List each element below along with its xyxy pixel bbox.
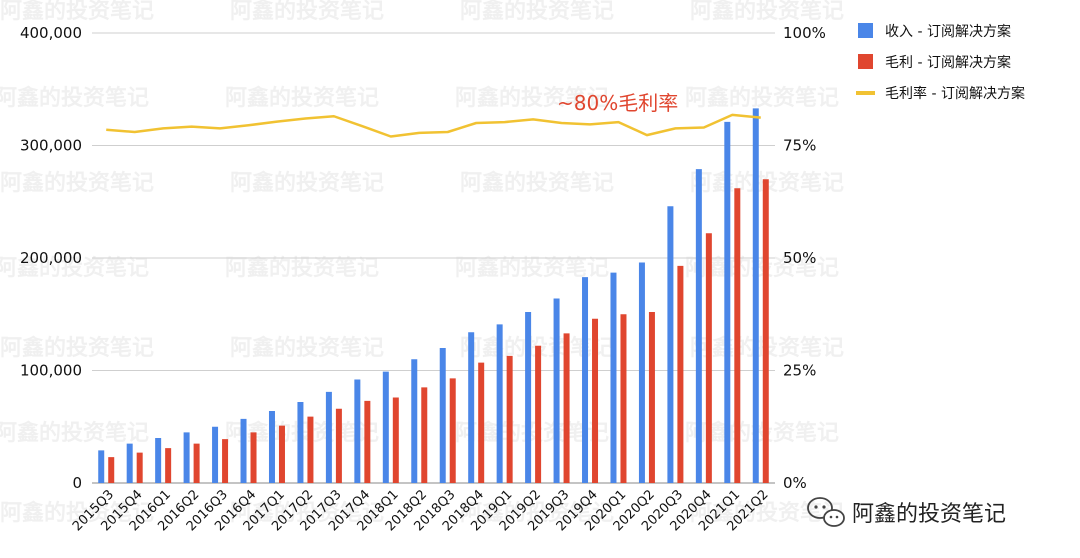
gross-profit-bar: [535, 345, 542, 483]
watermark-text: 阿鑫的投资笔记: [225, 85, 379, 111]
y-tick-left: 400,000: [20, 24, 82, 42]
legend-swatch: [858, 23, 873, 38]
watermark-text: 阿鑫的投资笔记: [0, 0, 154, 24]
y-tick-left: 300,000: [20, 137, 82, 155]
watermark-text: 阿鑫的投资笔记: [0, 170, 154, 196]
watermark-text: 阿鑫的投资笔记: [230, 170, 384, 196]
revenue-bar: [496, 324, 503, 483]
revenue-bar: [354, 379, 361, 483]
legend-swatch: [858, 54, 873, 69]
revenue-bar: [268, 411, 275, 483]
gross-profit-bar: [620, 314, 627, 483]
y-tick-right: 75%: [783, 137, 816, 155]
revenue-bar: [98, 450, 105, 483]
gross-profit-bar: [392, 397, 399, 483]
revenue-bar: [297, 402, 304, 483]
watermark-text: 阿鑫的投资笔记: [0, 420, 149, 446]
revenue-bar: [240, 418, 247, 483]
y-tick-right: 50%: [783, 249, 816, 267]
watermark-text: 阿鑫的投资笔记: [225, 255, 379, 281]
gross-profit-bar: [307, 416, 314, 483]
watermark-text: 阿鑫的投资笔记: [230, 500, 384, 526]
margin-annotation: ~80%毛利率: [557, 91, 678, 115]
y-tick-left: 200,000: [20, 249, 82, 267]
gridlines: [92, 32, 775, 484]
gross-profit-bar: [364, 400, 371, 483]
gross-profit-bar: [335, 408, 342, 483]
gross-profit-bar: [449, 378, 456, 483]
revenue-bar: [183, 432, 190, 483]
gross-profit-bar: [762, 179, 769, 483]
gross-profit-bar: [592, 318, 599, 483]
gross-profit-bar: [222, 439, 229, 483]
margin-line: [106, 113, 761, 138]
revenue-bar: [126, 443, 133, 483]
gross-profit-bar: [677, 265, 684, 483]
gross-profit-bar: [563, 333, 570, 483]
watermark-text: 阿鑫的投资笔记: [690, 500, 844, 526]
gross-profit-bar: [136, 452, 143, 483]
revenue-bar: [325, 391, 332, 483]
revenue-bar: [638, 262, 645, 483]
watermark-text: 阿鑫的投资笔记: [0, 500, 154, 526]
watermark-text: 阿鑫的投资笔记: [685, 85, 839, 111]
gross-profit-bar: [705, 233, 712, 483]
y-tick-right: 0%: [783, 474, 807, 492]
margin-line-series: [106, 113, 761, 138]
revenue-bar: [582, 277, 589, 483]
gross-profit-bar: [278, 425, 285, 483]
watermark-text: 阿鑫的投资笔记: [0, 335, 154, 361]
gross-profit-bar: [165, 448, 172, 483]
gross-profit-bar: [506, 355, 513, 483]
revenue-bar: [610, 272, 617, 483]
revenue-bar: [411, 359, 418, 483]
wechat-icon: [807, 497, 845, 527]
gross-profit-bar: [648, 312, 655, 483]
watermark-text: 阿鑫的投资笔记: [690, 0, 844, 24]
right-axis: 0% 25% 50% 75% 100%: [783, 24, 826, 492]
watermark-text: 阿鑫的投资笔记: [455, 255, 609, 281]
revenue-bar: [212, 426, 219, 483]
y-tick-left: 100,000: [20, 362, 82, 380]
watermark-text: 阿鑫的投资笔记: [460, 500, 614, 526]
legend-label: 毛利率 - 订阅解决方案: [885, 85, 1025, 102]
gross-profit-bar: [734, 188, 741, 483]
revenue-bar: [468, 332, 475, 483]
watermark-text: 阿鑫的投资笔记: [0, 85, 149, 111]
legend-label: 收入 - 订阅解决方案: [885, 23, 1011, 40]
legend-swatch: [856, 91, 875, 95]
brand-text: 阿鑫的投资笔记: [852, 502, 1006, 527]
legend-label: 毛利 - 订阅解决方案: [885, 54, 1011, 71]
y-tick-right: 25%: [783, 362, 816, 380]
x-axis: 2015Q32015Q42016Q12016Q22016Q32016Q42017…: [70, 487, 772, 534]
revenue-bar: [382, 371, 389, 483]
watermark-text: 阿鑫的投资笔记: [0, 255, 149, 281]
brand-watermark: 阿鑫的投资笔记: [807, 497, 1006, 527]
revenue-bar: [724, 121, 731, 483]
revenue-bar: [752, 108, 759, 483]
gross-profit-bar: [193, 443, 200, 483]
left-axis: 0 100,000 200,000 300,000 400,000: [20, 24, 82, 492]
gross-profit-bar: [478, 362, 485, 483]
watermark-text: 阿鑫的投资笔记: [230, 0, 384, 24]
revenue-bar: [155, 438, 162, 483]
gross-profit-bar: [250, 432, 257, 483]
revenue-bar: [667, 206, 674, 483]
y-tick-right: 100%: [783, 24, 826, 42]
watermark-text: 阿鑫的投资笔记: [460, 170, 614, 196]
bar-series: [98, 108, 769, 483]
gross-profit-bar: [108, 457, 115, 483]
watermark-text: 阿鑫的投资笔记: [455, 85, 609, 111]
revenue-bar: [525, 312, 532, 483]
watermark-text: 阿鑫的投资笔记: [460, 0, 614, 24]
gross-profit-bar: [421, 387, 428, 483]
revenue-bar: [553, 298, 560, 483]
revenue-bar: [439, 348, 446, 483]
revenue-bar: [695, 169, 702, 483]
watermark-text: 阿鑫的投资笔记: [230, 335, 384, 361]
y-tick-left: 0: [72, 474, 82, 492]
